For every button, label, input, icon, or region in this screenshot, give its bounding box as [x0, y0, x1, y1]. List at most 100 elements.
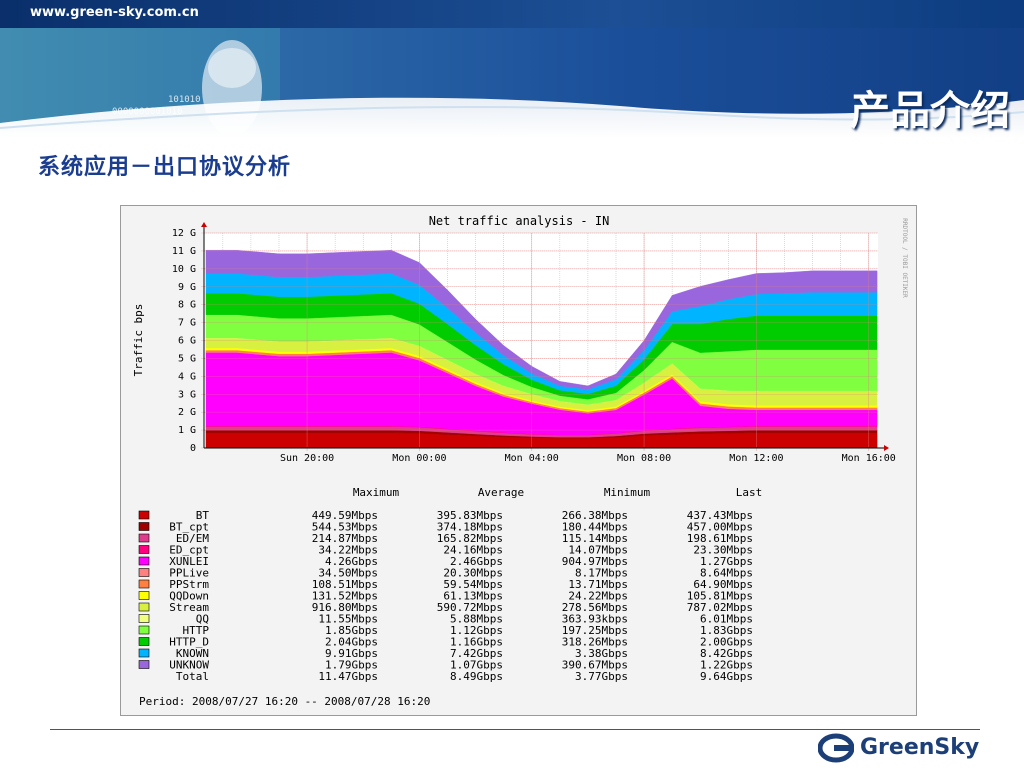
legend-value: 318.26Mbps — [562, 636, 628, 649]
legend-value: 787.02Mbps — [687, 601, 753, 614]
legend-swatch — [138, 591, 150, 600]
y-tick-label: 4 G — [178, 371, 196, 382]
legend-value: 11.55Mbps — [318, 613, 378, 626]
legend-value: 1.83Gbps — [700, 624, 753, 637]
rrdtool-credit: RRDTOOL / TOBI OETIKER — [901, 218, 908, 298]
legend-swatch — [138, 522, 150, 531]
plot-area: 0 1 G 2 G 3 G 4 G 5 G 6 G 7 G 8 G 9 G 10 G 11 G 12 G… — [172, 222, 896, 464]
legend-series-name: Stream — [169, 601, 209, 614]
y-tick-label: 1 G — [178, 425, 196, 436]
legend-value: 9.91Gbps — [325, 647, 378, 660]
legend-header: Minimum — [604, 486, 651, 499]
legend-series-name: ED/EM — [176, 532, 209, 545]
legend-value: 916.80Mbps — [312, 601, 378, 614]
legend-value: 24.16Mbps — [443, 544, 503, 557]
legend-swatch — [138, 545, 150, 554]
chart-title: Net traffic analysis - IN — [429, 214, 610, 228]
y-tick-label: 8 G — [178, 300, 196, 311]
header-banner: 101010 0000000001010 产品介绍 — [0, 28, 1024, 138]
legend-value: 115.14Mbps — [562, 532, 628, 545]
legend-value: 1.16Gbps — [450, 636, 503, 649]
legend-value: 2.00Gbps — [700, 636, 753, 649]
legend-value: 14.07Mbps — [568, 544, 628, 557]
legend-value: 278.56Mbps — [562, 601, 628, 614]
chart-frame: Net traffic analysis - IN Traffic bps RR… — [120, 205, 917, 716]
y-tick-label: 12 G — [172, 228, 196, 239]
legend-series-name: QQ — [196, 613, 209, 626]
legend-value: 9.64Gbps — [700, 670, 753, 683]
legend-value: 457.00Mbps — [687, 521, 753, 534]
legend-value: 131.52Mbps — [312, 590, 378, 603]
legend-value: 5.88Mbps — [450, 613, 503, 626]
y-tick-label: 11 G — [172, 246, 196, 257]
legend-series-name: BT — [196, 509, 210, 522]
traffic-chart: Net traffic analysis - IN Traffic bps RR… — [132, 214, 908, 708]
legend-value: 197.25Mbps — [562, 624, 628, 637]
y-tick-label: 0 — [190, 443, 196, 454]
legend-value: 198.61Mbps — [687, 532, 753, 545]
legend-value: 214.87Mbps — [312, 532, 378, 545]
legend-series-name: PPLive — [169, 567, 209, 580]
legend-value: 1.22Gbps — [700, 659, 753, 672]
legend-value: 1.27Gbps — [700, 555, 753, 568]
legend-header: Last — [736, 486, 763, 499]
legend-value: 449.59Mbps — [312, 509, 378, 522]
legend-header: Average — [478, 486, 524, 499]
x-tick-label: Mon 16:00 — [842, 453, 896, 464]
y-axis-label: Traffic bps — [132, 304, 145, 377]
legend-swatch — [138, 556, 150, 566]
legend-series-name: HTTP — [183, 624, 210, 637]
top-bar: www.green-sky.com.cn — [0, 0, 1024, 28]
legend-swatch — [138, 533, 150, 543]
y-tick-label: 3 G — [178, 389, 196, 400]
legend-value: 13.71Mbps — [568, 578, 628, 591]
svg-text:101010: 101010 — [168, 95, 201, 105]
legend-swatch — [138, 614, 150, 623]
legend-value: 395.83Mbps — [437, 509, 503, 522]
y-tick-label: 10 G — [172, 264, 196, 275]
legend-header: Maximum — [353, 486, 400, 499]
legend-value: 20.30Mbps — [443, 567, 503, 580]
legend-value: 34.22Mbps — [318, 544, 378, 557]
legend-value: 6.01Mbps — [700, 613, 753, 626]
legend-value: 590.72Mbps — [437, 601, 503, 614]
legend-value: 61.13Mbps — [443, 590, 503, 603]
y-tick-label: 5 G — [178, 353, 196, 364]
x-tick-label: Mon 12:00 — [729, 453, 783, 464]
footer-divider — [50, 729, 980, 730]
legend-swatch — [138, 602, 150, 612]
site-url: www.green-sky.com.cn — [30, 5, 199, 20]
legend-value: 904.97Mbps — [562, 555, 628, 568]
legend-value: 4.26Gbps — [325, 555, 378, 568]
greensky-logo: GreenSky — [818, 733, 988, 763]
legend-value: 1.79Gbps — [325, 659, 378, 672]
legend-series-name: ED_cpt — [169, 544, 209, 557]
x-axis-arrow — [884, 445, 889, 451]
slide-title: 产品介绍 — [850, 88, 1010, 134]
x-tick-label: Sun 20:00 — [280, 453, 334, 464]
legend-value: 8.17Mbps — [575, 567, 628, 580]
legend-value: 8.42Gbps — [700, 647, 753, 660]
legend-swatch — [138, 637, 150, 646]
legend-value: 8.49Gbps — [450, 670, 503, 683]
legend-series-name: KNOWN — [176, 647, 209, 660]
page-subtitle: 系统应用－出口协议分析 — [38, 155, 292, 180]
legend-value: 108.51Mbps — [312, 578, 378, 591]
legend-value: 3.77Gbps — [575, 670, 628, 683]
logo-icon — [818, 733, 854, 763]
y-tick-label: 9 G — [178, 282, 196, 293]
x-tick-label: Mon 08:00 — [617, 453, 671, 464]
series-area-unknow — [205, 249, 878, 390]
legend-swatch — [138, 625, 150, 635]
legend-swatch — [138, 648, 150, 658]
legend-value: 1.07Gbps — [450, 659, 503, 672]
legend-value: 8.64Mbps — [700, 567, 753, 580]
y-tick-label: 6 G — [178, 336, 196, 347]
legend-value: 437.43Mbps — [687, 509, 753, 522]
legend-value: 23.30Mbps — [693, 544, 753, 557]
legend-value: 2.46Gbps — [450, 555, 503, 568]
legend-series-name: BT_cpt — [169, 521, 209, 534]
logo-text: GreenSky — [860, 735, 980, 760]
legend-value: 390.67Mbps — [562, 659, 628, 672]
legend-value: 1.85Gbps — [325, 624, 378, 637]
